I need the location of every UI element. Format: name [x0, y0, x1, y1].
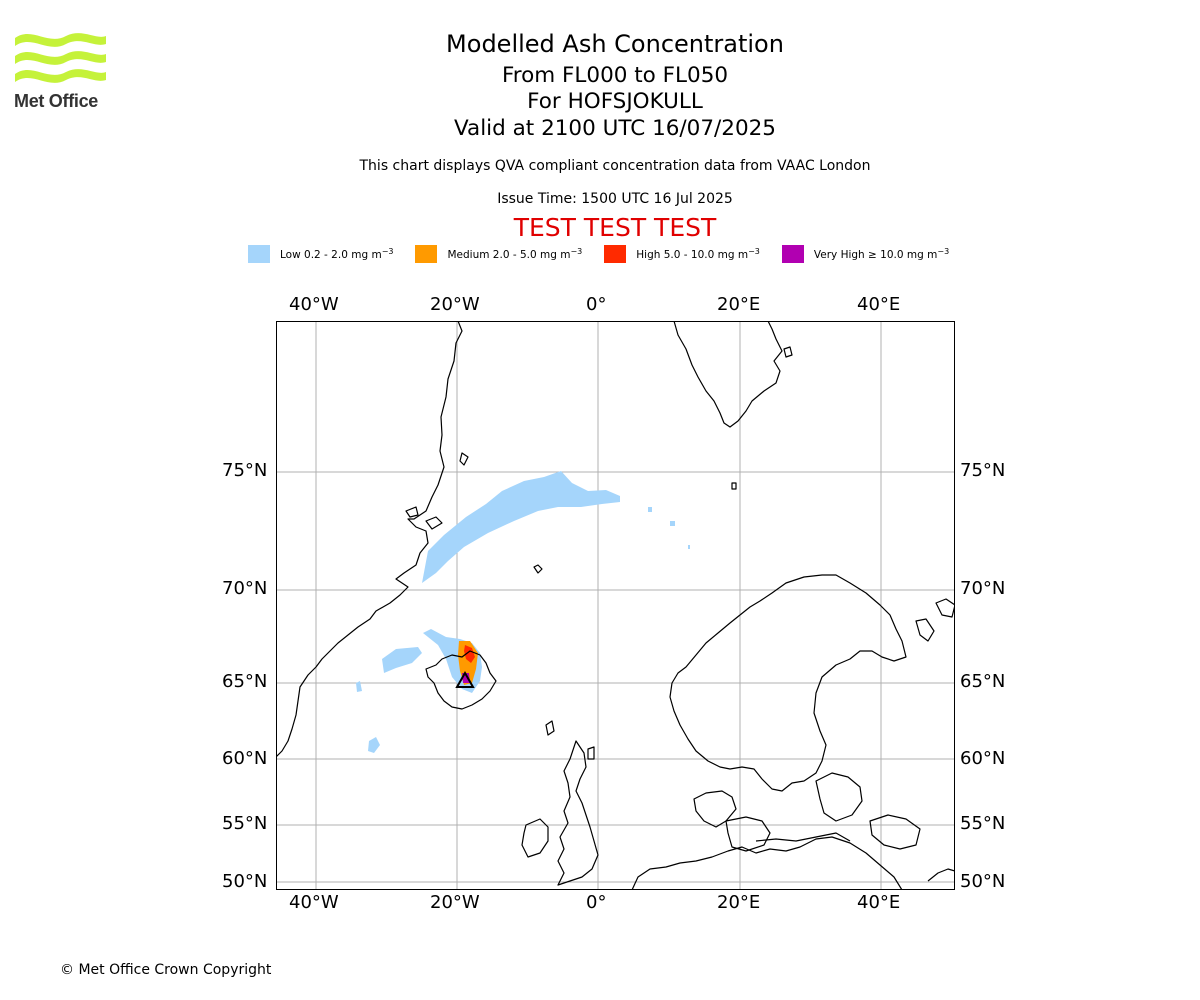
lat-label-right-55n: 55°N	[960, 813, 1006, 834]
copyright-notice: © Met Office Crown Copyright	[60, 962, 272, 978]
lat-label-left-75n: 75°N	[222, 460, 268, 481]
lon-label-bottom-20e: 20°E	[717, 892, 761, 913]
lat-label-right-50n: 50°N	[960, 871, 1006, 892]
ash-low-concentration	[356, 471, 690, 753]
legend-unit-low: −3	[381, 247, 394, 256]
legend-item-medium: Medium 2.0 - 5.0 mg m−3	[415, 245, 582, 263]
lon-label-top-20w: 20°W	[430, 294, 480, 315]
legend-swatch-high	[604, 245, 627, 263]
lon-label-top-40w: 40°W	[289, 294, 339, 315]
volcano-marker-icon	[455, 670, 475, 688]
lat-label-left-55n: 55°N	[222, 813, 268, 834]
concentration-legend: Low 0.2 - 2.0 mg m−3 Medium 2.0 - 5.0 mg…	[248, 243, 971, 265]
lat-label-left-60n: 60°N	[222, 748, 268, 769]
legend-unit-high: −3	[748, 247, 760, 256]
legend-item-low: Low 0.2 - 2.0 mg m−3	[248, 245, 393, 263]
met-office-logo: Met Office	[14, 30, 110, 112]
coastlines	[276, 321, 955, 890]
lon-label-bottom-0: 0°	[586, 892, 607, 913]
met-office-wordmark: Met Office	[14, 91, 99, 111]
volcano-name: For HOFSJOKULL	[527, 89, 703, 114]
valid-time: Valid at 2100 UTC 16/07/2025	[453, 116, 776, 141]
lon-label-bottom-40w: 40°W	[289, 892, 339, 913]
ash-high-concentration	[464, 645, 475, 663]
lon-label-top-0: 0°	[586, 294, 607, 315]
legend-item-high: High 5.0 - 10.0 mg m−3	[604, 245, 760, 263]
legend-unit-medium: −3	[570, 247, 583, 256]
legend-swatch-low	[248, 245, 270, 263]
lat-label-left-65n: 65°N	[222, 671, 268, 692]
lon-label-bottom-40e: 40°E	[857, 892, 901, 913]
issue-time: Issue Time: 1500 UTC 16 Jul 2025	[497, 191, 733, 207]
lat-label-right-70n: 70°N	[960, 578, 1006, 599]
legend-swatch-very-high	[781, 245, 804, 263]
lat-label-right-60n: 60°N	[960, 748, 1006, 769]
lon-label-top-40e: 40°E	[857, 294, 901, 315]
chart-title: Modelled Ash Concentration	[446, 30, 784, 58]
map-grid	[276, 321, 955, 890]
legend-label-high: High 5.0 - 10.0 mg m	[636, 249, 749, 261]
legend-label-low: Low 0.2 - 2.0 mg m	[280, 249, 382, 261]
legend-unit-very-high: −3	[937, 247, 950, 256]
lon-label-top-20e: 20°E	[717, 294, 761, 315]
met-office-waves-icon	[15, 33, 106, 83]
lat-label-left-70n: 70°N	[222, 578, 268, 599]
legend-item-very-high: Very High ≥ 10.0 mg m−3	[781, 245, 950, 263]
legend-swatch-medium	[415, 245, 438, 263]
lon-label-bottom-20w: 20°W	[430, 892, 480, 913]
lat-label-left-50n: 50°N	[222, 871, 268, 892]
flight-level-range: From FL000 to FL050	[501, 63, 729, 88]
legend-label-medium: Medium 2.0 - 5.0 mg m	[447, 249, 571, 261]
qva-note: This chart displays QVA compliant concen…	[359, 158, 871, 174]
test-banner: TEST TEST TEST	[513, 213, 717, 242]
legend-label-very-high: Very High ≥ 10.0 mg m	[813, 249, 938, 261]
lat-label-right-75n: 75°N	[960, 460, 1006, 481]
map-frame	[276, 321, 955, 890]
ash-map	[276, 321, 955, 890]
lat-label-right-65n: 65°N	[960, 671, 1006, 692]
